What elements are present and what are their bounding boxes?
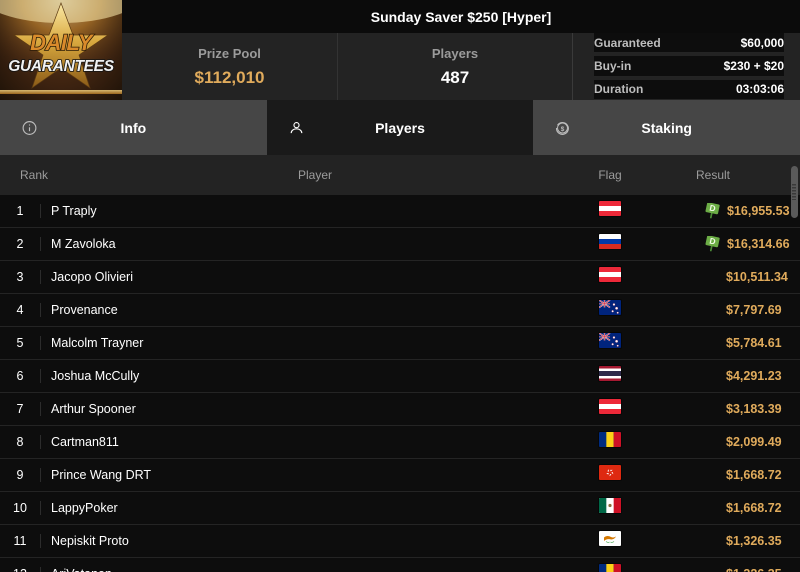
svg-text:GUARANTEES: GUARANTEES [8,58,114,75]
svg-text:$: $ [561,125,565,132]
svg-text:DAILY: DAILY [30,30,95,55]
